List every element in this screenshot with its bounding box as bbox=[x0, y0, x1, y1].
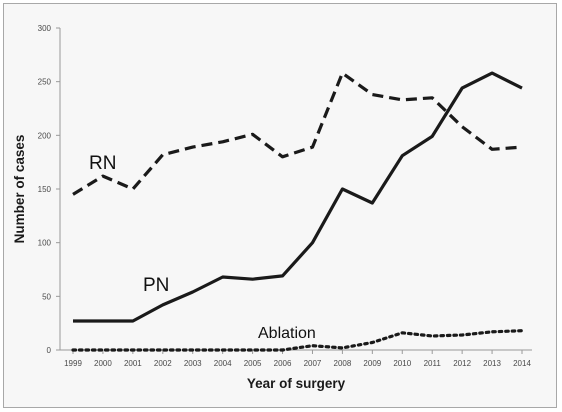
y-tick-labels: 0 50 100 150 200 250 300 bbox=[38, 24, 52, 355]
x-tick-label: 2011 bbox=[424, 359, 442, 368]
y-tick-label: 50 bbox=[42, 292, 51, 301]
x-tick-label: 1999 bbox=[64, 359, 82, 368]
x-tick-label: 2003 bbox=[184, 359, 202, 368]
x-tick-label: 2012 bbox=[453, 359, 471, 368]
x-axis-title: Year of surgery bbox=[247, 376, 346, 391]
x-tick-label: 2005 bbox=[244, 359, 262, 368]
x-tick-label: 2004 bbox=[214, 359, 232, 368]
y-tick-label: 100 bbox=[38, 239, 52, 248]
series-label-rn: RN bbox=[89, 153, 116, 174]
series-lines bbox=[71, 71, 524, 352]
y-tick-label: 250 bbox=[38, 78, 52, 87]
ablation-line bbox=[71, 329, 524, 352]
x-tick-label: 2010 bbox=[393, 359, 411, 368]
x-tick-label: 2008 bbox=[334, 359, 352, 368]
rn-line bbox=[72, 71, 523, 196]
x-tick-label: 2007 bbox=[304, 359, 322, 368]
x-tick-label: 2009 bbox=[363, 359, 381, 368]
chart-frame bbox=[3, 3, 557, 408]
series-label-ablation: Ablation bbox=[258, 325, 316, 342]
x-tick-label: 2014 bbox=[513, 359, 531, 368]
y-tick-label: 300 bbox=[38, 24, 52, 33]
y-tick-label: 150 bbox=[38, 185, 52, 194]
x-tick-label: 2006 bbox=[274, 359, 292, 368]
series-label-pn: PN bbox=[143, 275, 169, 296]
x-tick-label: 2001 bbox=[124, 359, 142, 368]
pn-line bbox=[73, 71, 523, 323]
y-tick-label: 0 bbox=[47, 346, 52, 355]
x-tick-labels: 1999 2000 2001 2002 2003 2004 2005 2006 2007 2008… bbox=[64, 359, 531, 368]
y-tick-label: 200 bbox=[38, 131, 52, 140]
x-tick-label: 2013 bbox=[483, 359, 501, 368]
y-axis-title: Number of cases bbox=[12, 135, 27, 244]
x-tick-label: 2000 bbox=[94, 359, 112, 368]
x-tick-label: 2002 bbox=[154, 359, 172, 368]
axes bbox=[56, 27, 532, 354]
